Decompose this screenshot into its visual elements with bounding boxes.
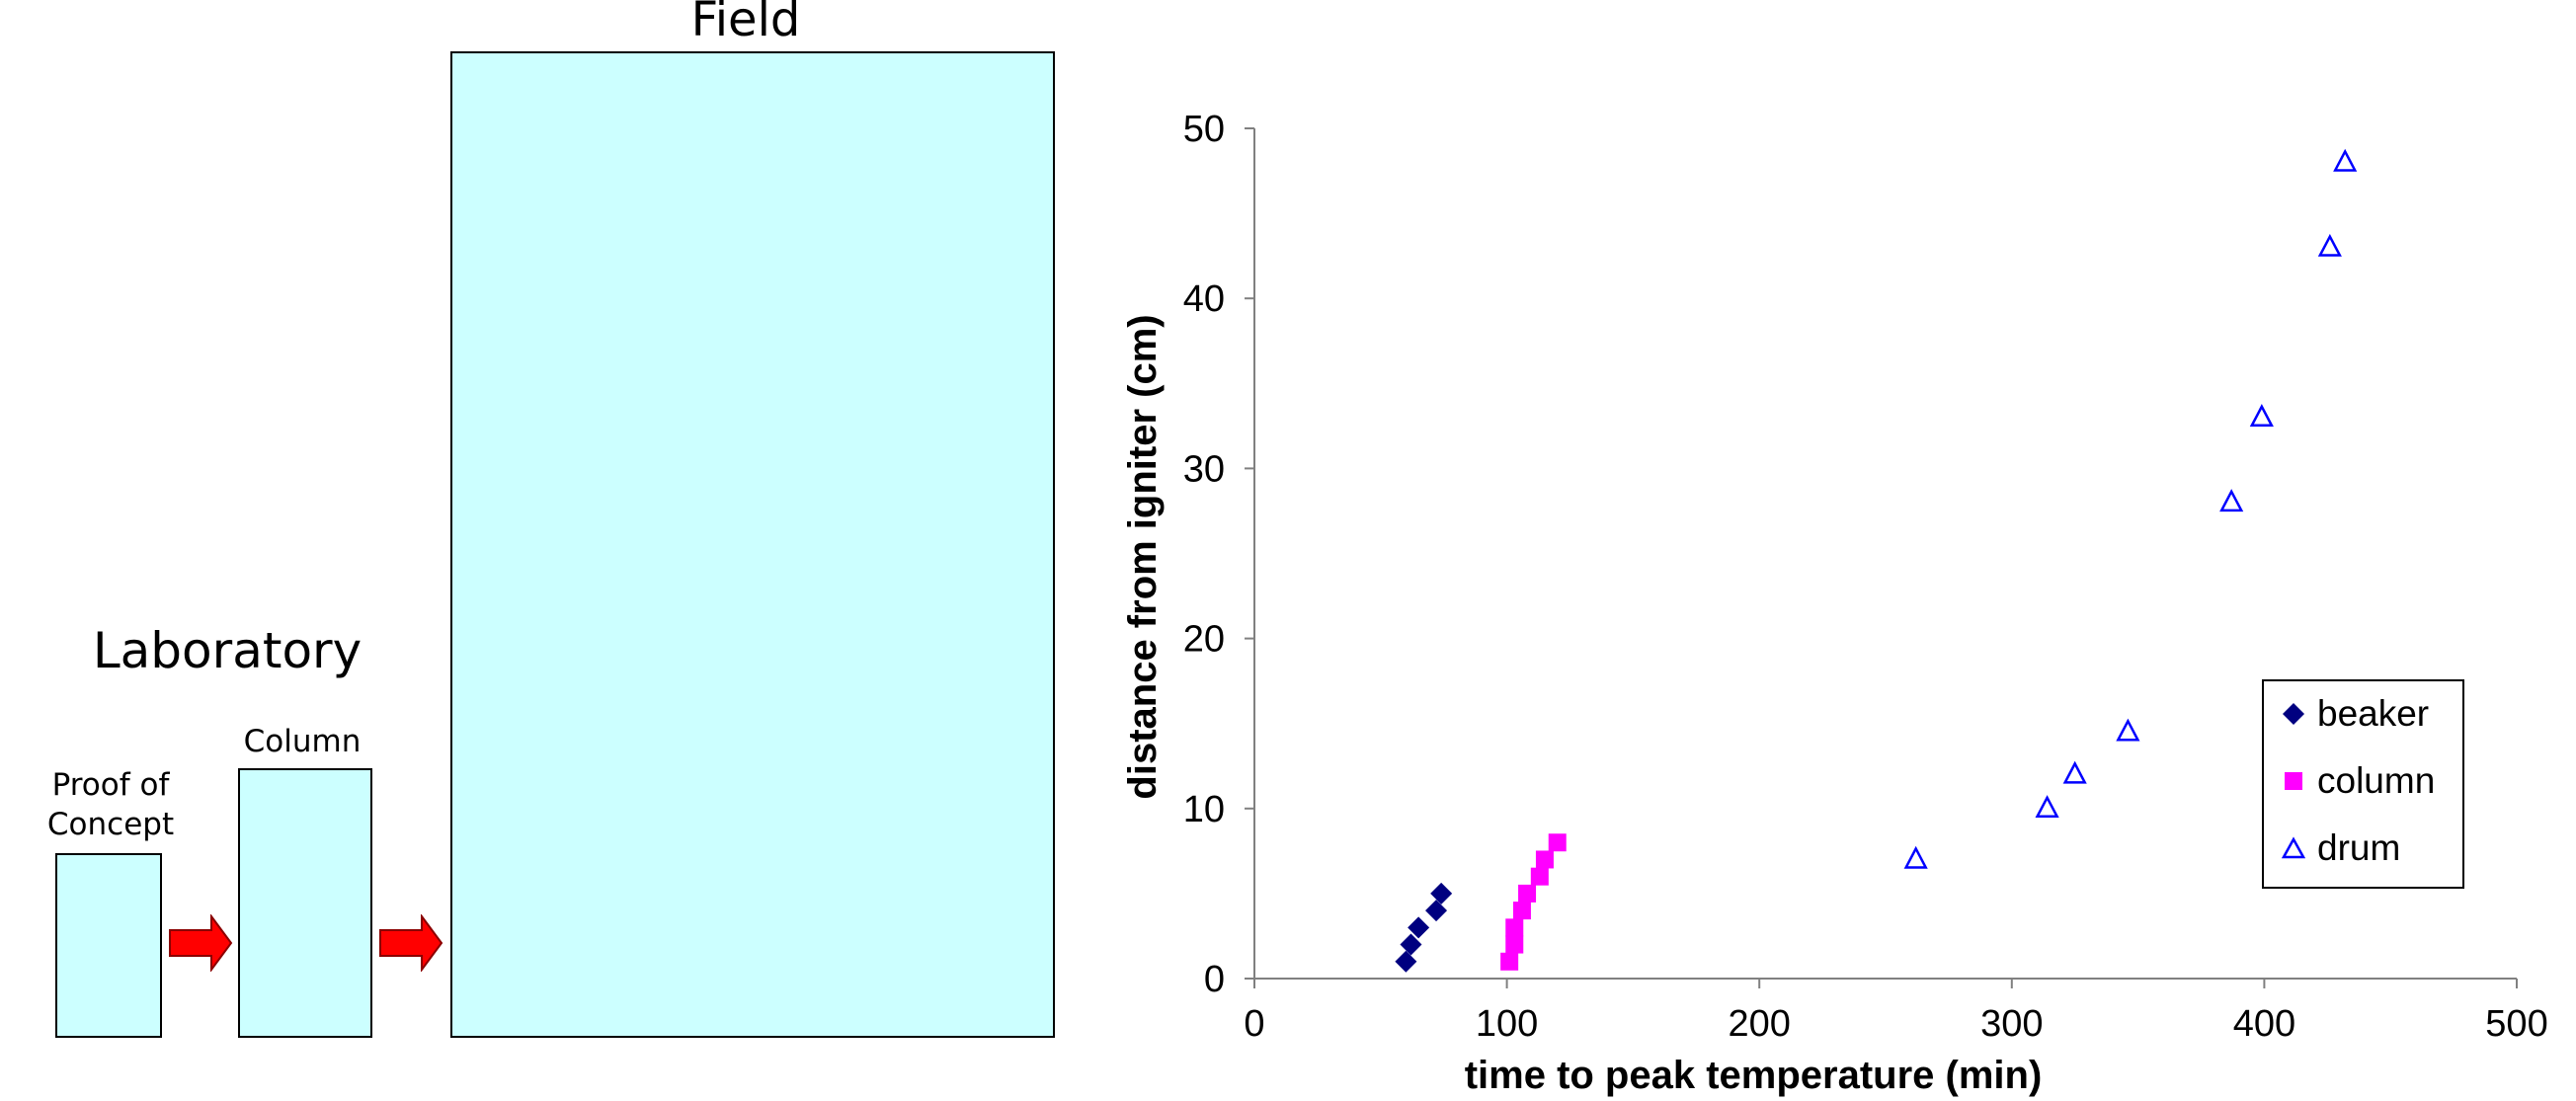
column-label: Column bbox=[243, 724, 362, 759]
series-beaker bbox=[1395, 882, 1453, 973]
data-point-column bbox=[1530, 867, 1549, 886]
data-point-column bbox=[1500, 952, 1519, 971]
y-tick-label: 30 bbox=[1183, 448, 1225, 490]
chart-marks bbox=[1395, 148, 2358, 973]
data-point-drum bbox=[1903, 845, 1928, 869]
data-point-drum bbox=[2219, 489, 2244, 512]
scatter-chart: 0 100 200 300 400 500 0 10 20 30 40 50 time to peak… bbox=[1121, 109, 2548, 1097]
legend-label: beaker bbox=[2317, 693, 2430, 734]
proof-of-concept-box bbox=[55, 853, 162, 1038]
legend-item-column: column bbox=[2282, 760, 2435, 802]
data-point-beaker bbox=[1400, 933, 1422, 956]
x-tick-label: 200 bbox=[1728, 1003, 1790, 1045]
y-tick-label: 50 bbox=[1183, 109, 1225, 150]
legend-item-drum: drum bbox=[2282, 827, 2400, 869]
data-point-drum bbox=[2317, 233, 2342, 257]
y-tick-label: 10 bbox=[1183, 789, 1225, 830]
field-box bbox=[450, 51, 1055, 1038]
arrow-right-icon bbox=[169, 914, 233, 972]
data-point-column bbox=[1505, 918, 1524, 937]
diamond-marker-icon bbox=[2283, 703, 2304, 725]
data-point-column bbox=[1505, 935, 1524, 954]
data-point-beaker bbox=[1425, 900, 1448, 922]
data-point-drum bbox=[2333, 148, 2358, 172]
scale-up-diagram: Field Laboratory Column Proof of Concept bbox=[0, 0, 1096, 1101]
laboratory-label: Laboratory bbox=[92, 622, 362, 679]
triangle-marker-icon bbox=[2282, 836, 2305, 859]
series-drum bbox=[1903, 148, 2358, 869]
arrow-right-icon bbox=[379, 914, 443, 972]
data-point-beaker bbox=[1395, 950, 1417, 973]
y-tick-label: 40 bbox=[1183, 278, 1225, 320]
column-box bbox=[238, 768, 372, 1038]
y-tick-label: 20 bbox=[1183, 619, 1225, 661]
data-point-beaker bbox=[1430, 882, 1453, 904]
x-axis-label: time to peak temperature (min) bbox=[1465, 1054, 2043, 1097]
legend-label: drum bbox=[2317, 827, 2401, 868]
x-tick-label: 500 bbox=[2485, 1003, 2547, 1045]
y-tick-label: 0 bbox=[1204, 959, 1225, 1000]
chart-ticks: 0 100 200 300 400 500 0 10 20 30 40 50 bbox=[1183, 109, 2548, 1045]
series-column bbox=[1500, 833, 1567, 971]
y-axis-label: distance from igniter (cm) bbox=[1121, 314, 1165, 799]
data-point-column bbox=[1535, 850, 1554, 869]
x-tick-label: 300 bbox=[1980, 1003, 2043, 1045]
data-point-drum bbox=[2116, 718, 2140, 742]
data-point-column bbox=[1548, 833, 1567, 852]
data-point-column bbox=[1512, 902, 1531, 920]
legend-label: column bbox=[2317, 760, 2436, 801]
data-point-drum bbox=[2062, 760, 2087, 784]
chart-axes bbox=[1253, 128, 2517, 980]
legend-item-beaker: beaker bbox=[2282, 693, 2429, 735]
x-tick-label: 0 bbox=[1244, 1003, 1264, 1045]
x-tick-label: 100 bbox=[1476, 1003, 1538, 1045]
square-marker-icon bbox=[2285, 772, 2302, 790]
chart-legend: beaker column drum bbox=[2262, 679, 2464, 889]
field-label: Field bbox=[690, 0, 801, 47]
data-point-column bbox=[1518, 884, 1537, 903]
data-point-beaker bbox=[1408, 916, 1430, 939]
data-point-drum bbox=[2035, 795, 2059, 819]
data-point-drum bbox=[2249, 404, 2274, 427]
x-tick-label: 400 bbox=[2233, 1003, 2295, 1045]
proof-of-concept-label: Proof of Concept bbox=[46, 767, 175, 842]
